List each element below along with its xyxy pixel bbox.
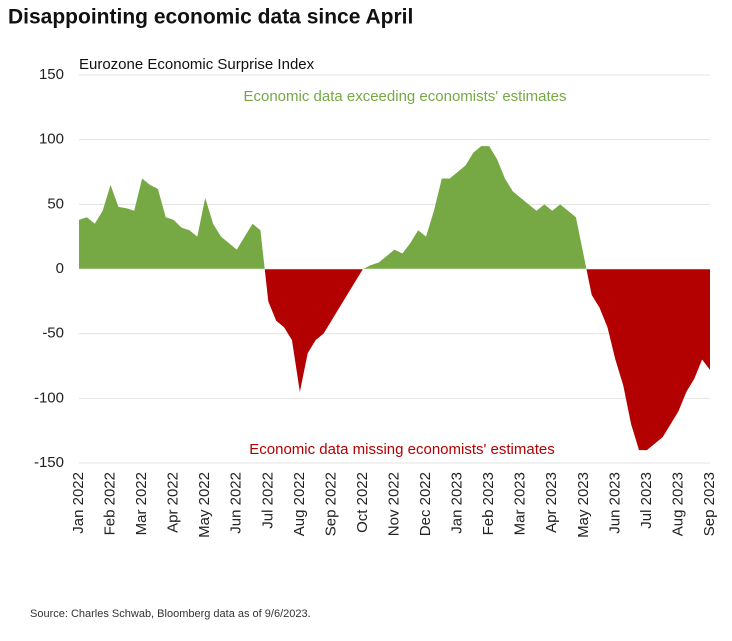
source: Source: Charles Schwab, Bloomberg data a… — [30, 608, 311, 620]
x-tick-label: Jan 2022 — [70, 472, 87, 534]
x-tick-label: Apr 2022 — [165, 472, 182, 533]
y-tick-label: 100 — [39, 131, 64, 148]
x-tick-label: Jan 2023 — [449, 472, 466, 534]
x-tick-label: Jun 2023 — [606, 472, 623, 534]
chart-subtitle: Eurozone Economic Surprise Index — [79, 56, 315, 73]
x-tick-label: Feb 2023 — [480, 472, 497, 535]
x-tick-label: Aug 2023 — [669, 472, 686, 536]
x-tick-label: Dec 2022 — [417, 472, 434, 536]
x-tick-label: May 2022 — [196, 472, 213, 538]
x-tick-label: Sep 2023 — [701, 472, 718, 536]
x-tick-label: Sep 2022 — [322, 472, 339, 536]
area — [79, 146, 710, 451]
x-tick-label: Apr 2023 — [543, 472, 560, 533]
x-tick-label: Aug 2022 — [291, 472, 308, 536]
chart-title: Disappointing economic data since April — [8, 6, 413, 29]
annotation: Economic data exceeding economists' esti… — [243, 88, 566, 105]
y-tick-label: -50 — [42, 325, 64, 342]
x-tick-label: Mar 2023 — [512, 472, 529, 535]
x-tick-label: Nov 2022 — [385, 472, 402, 536]
x-tick-label: Jun 2022 — [228, 472, 245, 534]
y-tick-label: 150 — [39, 66, 64, 83]
x-tick-label: Mar 2022 — [133, 472, 150, 535]
y-tick-label: -100 — [34, 389, 64, 406]
y-tick-label: -150 — [34, 454, 64, 471]
x-tick-label: May 2023 — [575, 472, 592, 538]
x-tick-label: Jul 2023 — [638, 472, 655, 529]
y-tick-label: 50 — [47, 195, 64, 212]
annotation: Economic data missing economists' estima… — [249, 441, 555, 458]
x-tick-label: Jul 2022 — [259, 472, 276, 529]
x-tick-label: Feb 2022 — [102, 472, 119, 535]
y-tick-label: 0 — [56, 260, 64, 277]
x-tick-label: Oct 2022 — [354, 472, 371, 533]
